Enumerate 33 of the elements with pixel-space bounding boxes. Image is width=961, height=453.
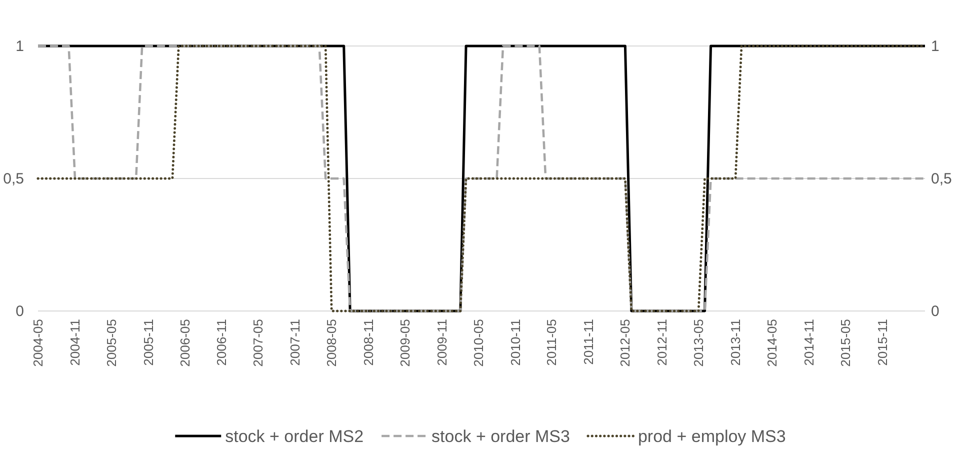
- x-tick-label: 2009-11: [434, 319, 450, 366]
- x-tick-label: 2006-05: [177, 319, 192, 367]
- y2-tick-label: 0,5: [931, 170, 952, 188]
- x-tick-label: 2010-11: [508, 319, 523, 366]
- x-tick-label: 2009-05: [397, 319, 412, 367]
- legend-label: stock + order MS3: [432, 426, 570, 446]
- x-tick-label: 2012-05: [618, 319, 633, 367]
- y-tick-label: 1: [16, 38, 24, 55]
- x-tick-label: 2013-05: [691, 319, 706, 367]
- legend-label: stock + order MS2: [225, 426, 364, 446]
- x-tick-label: 2014-05: [764, 319, 780, 367]
- x-tick-label: 2011-05: [544, 319, 560, 366]
- x-tick-label: 2011-11: [581, 319, 596, 365]
- x-tick-label: 2005-11: [140, 319, 156, 366]
- y2-tick-label: 1: [931, 38, 940, 55]
- legend-label: prod + employ MS3: [638, 426, 786, 446]
- x-tick-label: 2006-11: [214, 319, 230, 366]
- x-tick-label: 2010-05: [470, 319, 486, 367]
- y2-tick-label: 0: [931, 302, 940, 320]
- x-tick-label: 2008-11: [361, 319, 376, 366]
- x-tick-label: 2007-05: [250, 319, 266, 367]
- x-tick-label: 2007-11: [288, 319, 303, 366]
- x-tick-label: 2015-11: [874, 319, 890, 366]
- y-tick-label: 0: [16, 302, 24, 320]
- x-tick-label: 2008-05: [324, 319, 340, 367]
- x-tick-label: 2004-11: [68, 319, 83, 366]
- x-tick-label: 2013-11: [728, 319, 744, 366]
- x-tick-label: 2004-05: [30, 319, 46, 367]
- y-tick-label: 0,5: [3, 170, 24, 188]
- x-tick-label: 2015-05: [838, 319, 853, 367]
- x-tick-label: 2014-11: [801, 319, 816, 366]
- x-tick-label: 2005-05: [104, 319, 119, 367]
- x-tick-label: 2012-11: [654, 319, 670, 366]
